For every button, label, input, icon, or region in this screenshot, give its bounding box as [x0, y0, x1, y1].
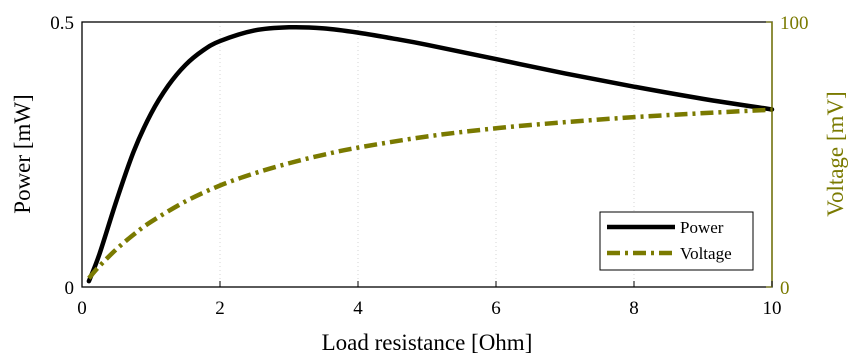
y-left-tick-label: 0 — [65, 278, 75, 299]
legend-label-voltage: Voltage — [680, 244, 732, 263]
y-left-axis-ticks: 00.5 — [50, 13, 88, 299]
legend-label-power: Power — [680, 218, 724, 237]
x-tick-label: 2 — [215, 298, 225, 319]
y-right-axis-title: Voltage [mV] — [823, 91, 848, 216]
y-right-tick-label: 100 — [780, 13, 809, 34]
plot-area — [81, 21, 775, 288]
grid — [219, 22, 635, 287]
x-tick-label: 6 — [491, 298, 501, 319]
legend: Power Voltage — [599, 211, 754, 271]
x-tick-label: 4 — [353, 298, 363, 319]
x-tick-label: 0 — [77, 298, 87, 319]
y-left-axis-title: Power [mW] — [10, 94, 35, 213]
series-layer — [86, 24, 775, 284]
y-right-tick-label: 0 — [780, 278, 790, 299]
x-axis-title: Load resistance [Ohm] — [322, 330, 533, 355]
x-tick-label: 10 — [763, 298, 782, 319]
x-axis-ticks: 0 2 4 6 8 10 — [77, 281, 782, 319]
x-tick-label: 8 — [629, 298, 639, 319]
y-left-tick-label: 0.5 — [50, 13, 74, 34]
series-line-voltage — [87, 107, 773, 280]
y-right-axis-ticks: 0 100 — [766, 13, 809, 299]
series-line-power — [86, 24, 775, 284]
legend-box — [599, 211, 754, 271]
